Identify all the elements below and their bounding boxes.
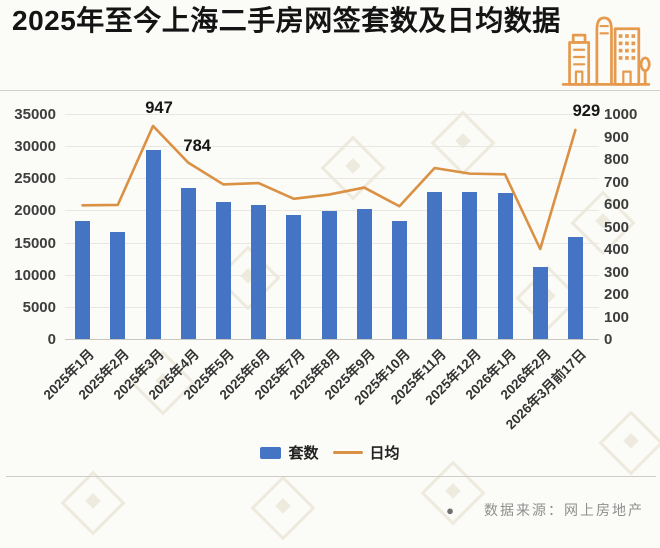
y-axis-left-tick: 20000 [14, 202, 56, 220]
city-buildings-icon [561, 16, 651, 86]
source-text: 数据来源：网上房地产 [484, 502, 644, 518]
legend-item-日均: 日均 [332, 442, 400, 463]
y-axis-right-tick: 200 [604, 286, 630, 303]
y-axis-right-tick: 800 [604, 151, 630, 168]
legend-item-套数: 套数 [260, 442, 319, 463]
data-label-947: 947 [145, 98, 173, 117]
bar-2025年11月 [427, 192, 443, 339]
y-axis-left-tick: 5000 [22, 298, 56, 316]
bar-2025年2月 [110, 231, 126, 339]
y-axis-left-tick: 15000 [14, 234, 56, 252]
page-title: 2025年至今上海二手房网签套数及日均数据 [12, 5, 561, 36]
y-axis-right-tick: 600 [604, 196, 630, 213]
y-axis-left-tick: 0 [47, 331, 56, 348]
bar-2025年6月 [251, 205, 267, 339]
gridline [65, 114, 599, 115]
y-axis-right-tick: 400 [604, 241, 630, 258]
bar-2025年4月 [180, 187, 196, 339]
source-bullet-icon: ● [446, 502, 454, 518]
y-axis-right-tick: 100 [604, 308, 630, 326]
bar-2025年5月 [215, 202, 231, 339]
legend-line-swatch [332, 451, 363, 454]
data-label-929: 929 [572, 101, 601, 120]
y-axis-right-tick: 1000 [604, 106, 638, 123]
data-label-784: 784 [183, 136, 211, 155]
bar-2025年9月 [356, 209, 372, 339]
header: 2025年至今上海二手房网签套数及日均数据 [0, 0, 660, 90]
y-axis-right-tick: 500 [604, 218, 630, 236]
bar-2026年3月前17日 [567, 237, 583, 339]
bar-2025年10月 [391, 221, 407, 339]
y-axis-left-tick: 10000 [14, 266, 56, 284]
y-axis-right-tick: 300 [604, 263, 630, 281]
y-axis-left-tick: 30000 [14, 138, 56, 156]
bar-2025年12月 [462, 192, 478, 339]
legend-label: 套数 [288, 445, 319, 462]
legend-label: 日均 [369, 445, 400, 462]
bar-2025年3月 [145, 150, 161, 339]
gridline [65, 339, 599, 340]
bar-2025年1月 [75, 220, 91, 339]
y-axis-left-tick: 35000 [14, 106, 56, 123]
gridline [65, 146, 599, 148]
bar-2026年2月 [532, 267, 548, 339]
y-axis-right-tick: 700 [604, 173, 630, 191]
gridline [65, 178, 599, 180]
y-axis-left-tick: 25000 [14, 170, 56, 188]
daily-average-line [81, 124, 577, 251]
legend-square-swatch [260, 446, 282, 459]
footer-divider [6, 476, 656, 477]
chart-legend: 套数 日均 [0, 442, 660, 463]
gridline [65, 210, 599, 212]
header-divider [0, 90, 660, 91]
bar-2025年7月 [286, 214, 302, 339]
y-axis-right-tick: 900 [604, 128, 630, 146]
bar-2026年1月 [497, 193, 513, 339]
source-footer: ● 数据来源：网上房地产 [0, 500, 644, 520]
y-axis-right-tick: 0 [604, 331, 613, 348]
bar-2025年8月 [321, 211, 337, 339]
